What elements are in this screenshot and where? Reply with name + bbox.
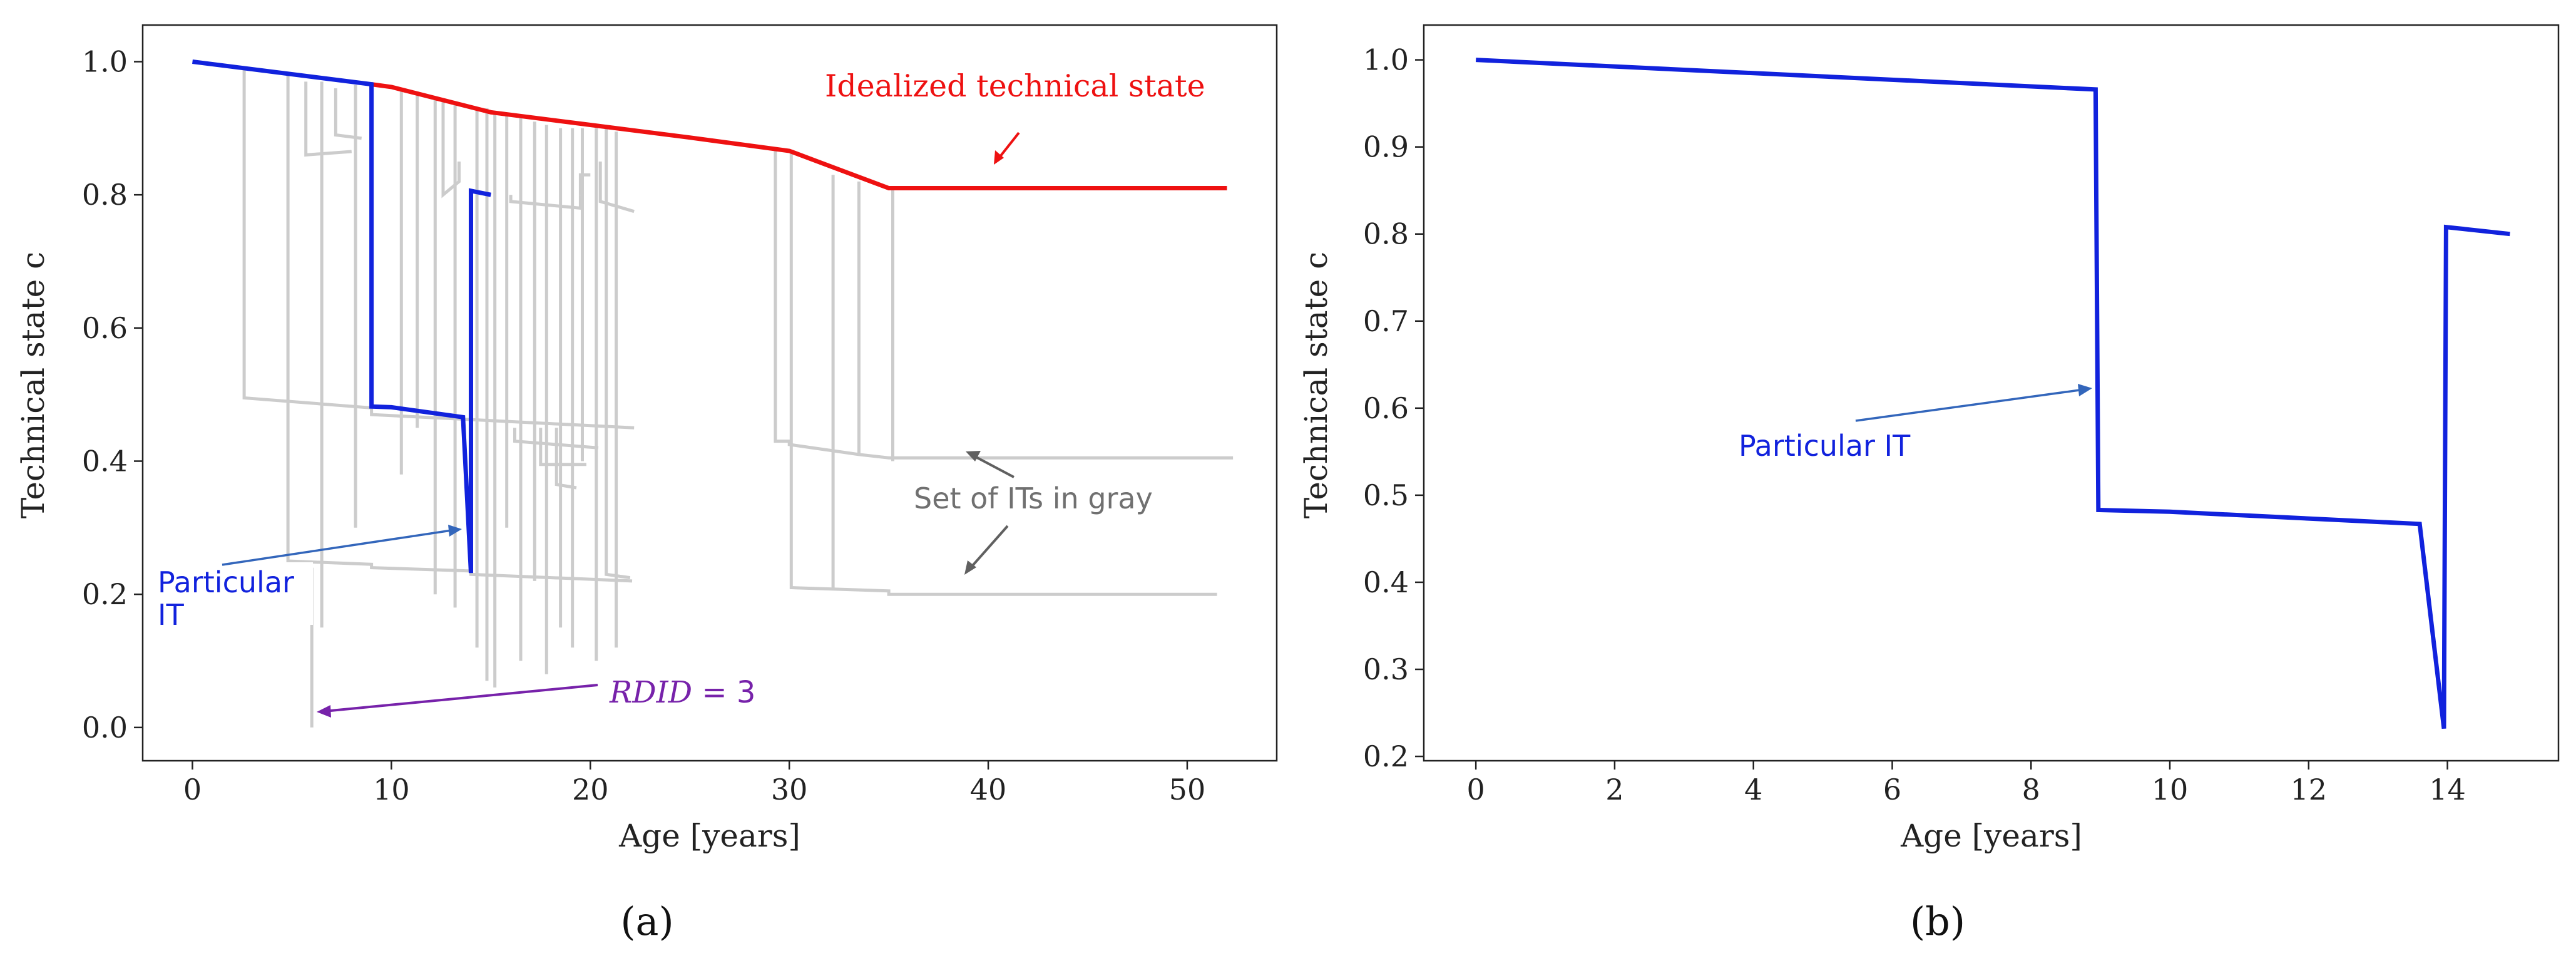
- x-axis-label-a: Age [years]: [618, 818, 800, 854]
- gray-it-line: [539, 428, 586, 466]
- gray-it-line: [598, 162, 635, 214]
- x-tick-label: 20: [572, 773, 609, 806]
- rdid-arrowhead: [317, 705, 331, 718]
- particular-arrow-a: [222, 528, 456, 566]
- ticks-b: 0 2 4 6 8 10 12 14 0.2 0.3 0.4 0.5 0.6 0.7 0.8 0.9 1.0: [1363, 43, 2466, 806]
- x-tick-label: 0: [183, 773, 202, 806]
- particular-annotation-line1: Particular: [158, 565, 294, 599]
- y-tick-label: 0.2: [1363, 739, 1409, 773]
- gray-arrow-lower-head: [964, 560, 976, 575]
- plot-frame-b: [1423, 24, 2560, 762]
- particular-annotation-b: Particular IT: [1739, 429, 1911, 463]
- particular-arrowhead-b: [2078, 384, 2092, 396]
- y-axis-label-b: Technical state c: [1298, 252, 1334, 518]
- gray-it-line: [304, 81, 352, 157]
- main-series-group: [192, 59, 1227, 574]
- y-tick-label: 0.0: [82, 711, 128, 744]
- gray-it-line: [578, 173, 591, 195]
- panel-label-a: (a): [620, 899, 673, 944]
- panel-a: 0 10 20 30 40 50 0.0 0.2 0.4 0.6 0.8 1.0 Age [years…: [15, 24, 1278, 944]
- x-tick-label: 10: [2152, 773, 2189, 806]
- rdid-name: RDID: [609, 675, 692, 710]
- x-tick-label: 2: [1605, 773, 1623, 806]
- gray-set-annotation: Set of ITs in gray: [914, 482, 1153, 515]
- gray-it-line: [441, 101, 461, 198]
- x-tick-label: 14: [2429, 773, 2466, 806]
- y-tick-label: 0.2: [82, 577, 128, 611]
- gray-arrow-upper-head: [966, 451, 981, 461]
- panel-b: 0 2 4 6 8 10 12 14 0.2 0.3 0.4 0.5 0.6 0.7 0.8 0.9 1.0 A…: [1298, 24, 2560, 944]
- x-tick-label: 30: [771, 773, 808, 806]
- gray-it-line: [509, 195, 582, 210]
- gray-it-line: [513, 428, 599, 450]
- particular-arrow-b: [1855, 388, 2085, 422]
- y-tick-label: 0.8: [1363, 217, 1409, 251]
- panel-label-b: (b): [1910, 899, 1965, 944]
- gray-it-line: [605, 128, 631, 580]
- gray-arrow-upper: [971, 453, 1015, 478]
- y-tick-label: 0.9: [1363, 130, 1409, 164]
- gray-it-line: [286, 75, 633, 583]
- y-axis-label-a: Technical state c: [15, 252, 51, 518]
- ticks-a: 0 10 20 30 40 50 0.0 0.2 0.4 0.6 0.8 1.0: [82, 44, 1205, 806]
- x-tick-label: 12: [2291, 773, 2328, 806]
- x-axis-label-b: Age [years]: [1900, 818, 2082, 854]
- main-series-group-b: [1476, 58, 2510, 729]
- rdid-value: = 3: [692, 675, 755, 710]
- x-tick-label: 50: [1169, 773, 1206, 806]
- plot-frame-a: [141, 24, 1278, 762]
- gray-arrow-lower: [968, 525, 1009, 571]
- idealized-arrow: [996, 131, 1020, 161]
- particular-annotation-line2: IT: [158, 598, 185, 632]
- idealized-arrowhead: [994, 150, 1004, 165]
- gray-it-line: [774, 148, 1234, 460]
- particular-arrowhead-a: [448, 525, 462, 537]
- idealized-state-line: [371, 82, 1227, 190]
- x-tick-label: 0: [1467, 773, 1485, 806]
- gray-series-group: [242, 68, 1234, 728]
- idealized-annotation: Idealized technical state: [825, 68, 1205, 104]
- y-tick-label: 0.4: [1363, 565, 1409, 599]
- x-tick-label: 40: [970, 773, 1007, 806]
- particular-it-line-b: [1476, 58, 2510, 729]
- particular-label-background: [156, 562, 313, 625]
- y-tick-label: 1.0: [1363, 43, 1409, 77]
- y-tick-label: 0.5: [1363, 478, 1409, 512]
- x-tick-label: 4: [1744, 773, 1762, 806]
- gray-it-line: [555, 428, 577, 490]
- y-tick-label: 0.4: [82, 444, 128, 478]
- rdid-arrow: [324, 684, 598, 713]
- gray-it-line: [334, 88, 362, 140]
- x-tick-label: 6: [1883, 773, 1901, 806]
- y-tick-label: 0.3: [1363, 652, 1409, 686]
- rdid-annotation: RDID = 3: [609, 675, 755, 710]
- gray-it-line: [789, 152, 1217, 596]
- y-tick-label: 0.6: [1363, 391, 1409, 425]
- y-tick-label: 0.8: [82, 178, 128, 212]
- y-tick-label: 1.0: [82, 44, 128, 78]
- y-tick-label: 0.7: [1363, 304, 1409, 338]
- particular-it-line: [192, 59, 491, 574]
- x-tick-label: 10: [373, 773, 410, 806]
- x-tick-label: 8: [2022, 773, 2040, 806]
- y-tick-label: 0.6: [82, 311, 128, 345]
